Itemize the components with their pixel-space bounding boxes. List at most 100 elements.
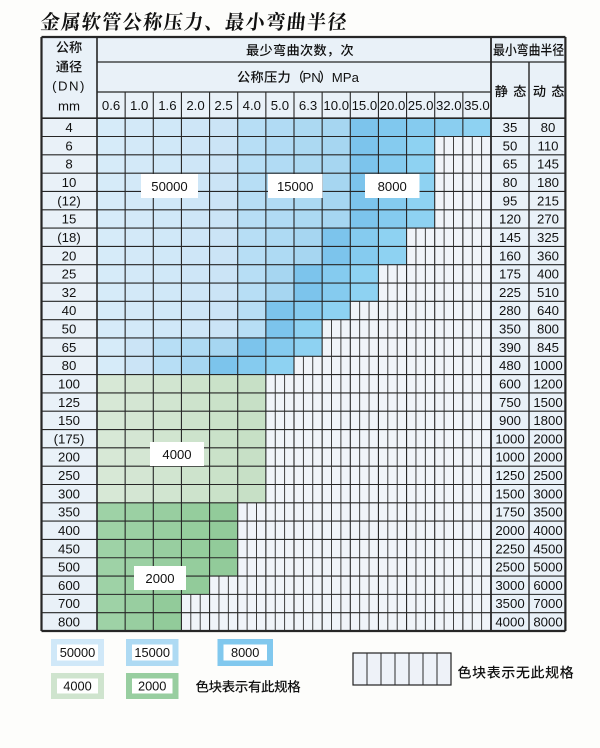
svg-text:3500: 3500 [495,596,524,611]
svg-text:125: 125 [58,395,80,410]
svg-text:MPa: MPa [332,70,360,85]
svg-text:1000: 1000 [495,431,524,446]
svg-text:(12): (12) [57,193,80,208]
svg-text:15: 15 [62,212,77,227]
svg-text:750: 750 [499,395,521,410]
svg-text:50000: 50000 [60,645,96,660]
svg-text:800: 800 [537,322,559,337]
svg-text:1200: 1200 [533,377,562,392]
svg-text:15000: 15000 [134,645,170,660]
svg-text:80: 80 [503,175,518,190]
svg-text:1800: 1800 [533,413,562,428]
svg-text:mm: mm [58,99,80,114]
svg-text:400: 400 [537,267,559,282]
svg-text:640: 640 [537,303,559,318]
svg-text:25: 25 [62,267,77,282]
svg-text:2000: 2000 [138,679,166,694]
svg-text:400: 400 [58,523,80,538]
svg-text:4500: 4500 [533,541,562,556]
svg-text:15000: 15000 [277,179,313,194]
svg-text:215: 215 [537,193,559,208]
svg-text:360: 360 [537,248,559,263]
svg-text:4000: 4000 [162,447,191,462]
svg-text:180: 180 [537,175,559,190]
svg-text:20: 20 [62,248,77,263]
svg-text:1.6: 1.6 [158,98,176,113]
svg-text:280: 280 [499,303,521,318]
svg-text:5000: 5000 [533,560,562,575]
svg-text:(DN): (DN) [52,79,86,94]
svg-text:15.0: 15.0 [352,98,378,113]
svg-text:600: 600 [499,377,521,392]
svg-text:3000: 3000 [533,486,562,501]
svg-text:145: 145 [537,157,559,172]
svg-text:2000: 2000 [533,450,562,465]
svg-text:4: 4 [65,120,72,135]
svg-text:95: 95 [503,193,518,208]
svg-text:110: 110 [537,138,558,153]
svg-text:1500: 1500 [533,395,562,410]
svg-text:(18): (18) [57,230,80,245]
svg-text:5.0: 5.0 [271,98,289,113]
svg-text:35: 35 [503,120,518,135]
svg-text:8000: 8000 [231,645,259,660]
svg-text:1000: 1000 [495,450,524,465]
svg-text:50: 50 [503,138,518,153]
svg-text:700: 700 [58,596,80,611]
svg-text:25.0: 25.0 [408,98,434,113]
svg-text:3500: 3500 [533,505,562,520]
svg-text:1.0: 1.0 [130,98,148,113]
svg-text:2500: 2500 [495,560,524,575]
svg-text:32: 32 [62,285,77,300]
svg-text:200: 200 [58,450,80,465]
svg-text:250: 250 [58,468,80,483]
svg-text:160: 160 [499,248,521,263]
svg-text:80: 80 [541,120,556,135]
svg-text:50: 50 [62,322,77,337]
svg-text:6.3: 6.3 [299,98,317,113]
svg-text:175: 175 [499,267,521,282]
svg-text:270: 270 [537,212,559,227]
svg-text:600: 600 [58,578,80,593]
svg-text:7000: 7000 [533,596,562,611]
svg-text:900: 900 [499,413,521,428]
svg-text:150: 150 [58,413,80,428]
svg-text:2.5: 2.5 [214,98,232,113]
svg-text:120: 120 [499,212,521,227]
svg-text:0.6: 0.6 [102,98,120,113]
svg-text:PN: PN [303,70,321,85]
svg-text:40: 40 [62,303,77,318]
svg-text:4000: 4000 [533,523,562,538]
svg-text:390: 390 [499,340,521,355]
svg-text:1500: 1500 [495,486,524,501]
svg-text:32.0: 32.0 [436,98,462,113]
svg-text:4.0: 4.0 [243,98,261,113]
svg-text:4000: 4000 [63,679,91,694]
svg-text:480: 480 [499,358,521,373]
svg-text:10.0: 10.0 [323,98,349,113]
svg-text:325: 325 [537,230,559,245]
svg-text:1000: 1000 [533,358,562,373]
svg-text:8: 8 [65,157,72,172]
svg-text:20.0: 20.0 [380,98,406,113]
svg-text:8000: 8000 [533,615,562,630]
svg-text:2.0: 2.0 [186,98,204,113]
svg-text:2500: 2500 [533,468,562,483]
svg-text:1750: 1750 [495,505,524,520]
svg-text:6000: 6000 [533,578,562,593]
svg-text:6: 6 [65,138,72,153]
svg-text:350: 350 [499,322,521,337]
svg-text:2250: 2250 [495,541,524,556]
svg-text:450: 450 [58,541,80,556]
svg-text:1250: 1250 [495,468,524,483]
svg-text:50000: 50000 [151,179,187,194]
svg-text:65: 65 [503,157,518,172]
svg-text:65: 65 [62,340,77,355]
svg-text:225: 225 [499,285,521,300]
svg-text:35.0: 35.0 [464,98,490,113]
svg-text:300: 300 [58,486,80,501]
svg-text:845: 845 [537,340,559,355]
svg-text:510: 510 [537,285,559,300]
svg-text:800: 800 [58,615,80,630]
svg-text:4000: 4000 [495,615,524,630]
